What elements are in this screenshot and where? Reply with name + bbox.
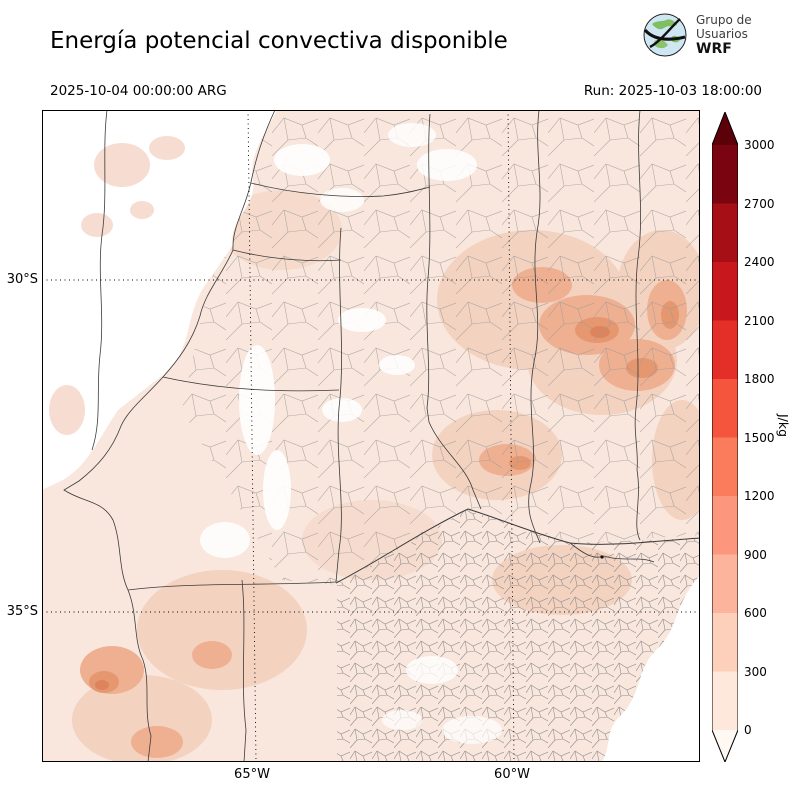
cape-map-canvas (42, 109, 712, 765)
sea-region (602, 575, 700, 762)
departments-mesh-buenosaires (337, 510, 700, 762)
graticule (42, 109, 700, 763)
valid-time-label: 2025-10-04 00:00:00 ARG (50, 83, 227, 99)
lat-label-30s: 30°S (6, 272, 38, 287)
colorbar-segment (712, 437, 738, 497)
colorbar-segment (712, 496, 738, 555)
colorbar-tick-label: 900 (744, 547, 767, 562)
province-borders (63, 109, 701, 763)
colorbar-tick-label: 2100 (744, 313, 775, 328)
colorbar-tick-label: 1200 (744, 489, 775, 503)
colorbar-tick-label: 2700 (744, 196, 775, 211)
wrf-logo-globe-icon (643, 13, 687, 57)
city-marker (600, 555, 604, 559)
colorbar-segment (712, 379, 738, 438)
cape-map (42, 109, 712, 765)
wrf-logo-text: Grupo de Usuarios WRF (696, 13, 752, 58)
colorbar-tick-label: 3000 (744, 138, 775, 152)
colorbar-over-arrow (712, 112, 738, 145)
departments-mesh-central (182, 110, 700, 585)
colorbar-under-arrow (712, 730, 738, 762)
colorbar (712, 112, 738, 762)
colorbar-segments (712, 145, 738, 731)
colorbar-tick-label: 300 (744, 664, 767, 679)
colorbar-segment (712, 613, 738, 672)
andes-white-region (42, 110, 277, 490)
page-title: Energía potencial convectiva disponible (50, 28, 508, 54)
colorbar-tick-label: 1500 (744, 430, 775, 445)
andes-pink-patches (49, 136, 185, 435)
colorbar-segment (712, 203, 738, 263)
colorbar-segment (712, 262, 738, 321)
colorbar-segment (712, 320, 738, 380)
wrf-logo-line2: Usuarios (696, 26, 748, 41)
run-time-label: Run: 2025-10-03 18:00:00 (583, 83, 762, 99)
zero-cape-patches (200, 123, 502, 744)
lat-label-35s: 35°S (6, 604, 38, 619)
colorbar-segment (712, 145, 738, 204)
wrf-logo-line1: Grupo de (696, 12, 752, 27)
colorbar-segment (712, 554, 738, 614)
wrf-logo: Grupo de Usuarios WRF (642, 12, 752, 58)
colorbar-tick-label: 600 (744, 606, 767, 620)
colorbar-tick-label: 1800 (744, 372, 775, 386)
colorbar-tick-label: 0 (744, 723, 752, 737)
colorbar-unit-label: J/kg (776, 414, 791, 438)
colorbar-segment (712, 671, 738, 731)
lon-label-60w: 60°W (494, 767, 530, 782)
lon-label-65w: 65°W (234, 767, 270, 782)
wrf-logo-line3: WRF (696, 40, 732, 57)
colorbar-tick-label: 2400 (744, 255, 775, 269)
